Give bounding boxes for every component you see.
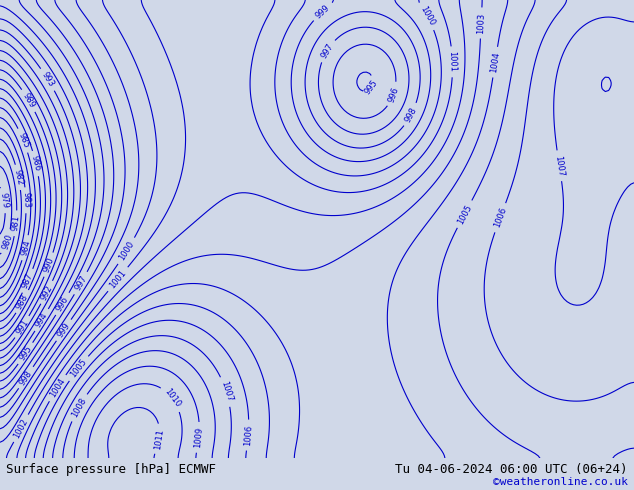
Text: 994: 994	[34, 311, 49, 329]
Text: 979: 979	[0, 192, 10, 209]
Text: 996: 996	[55, 295, 70, 313]
Text: 988: 988	[15, 293, 30, 311]
Text: 1010: 1010	[162, 387, 182, 409]
Text: 1003: 1003	[476, 12, 486, 34]
Text: 999: 999	[56, 321, 72, 339]
Text: 992: 992	[39, 283, 55, 301]
Text: 1005: 1005	[68, 357, 89, 379]
Text: 980: 980	[1, 233, 14, 251]
Text: 1005: 1005	[456, 203, 474, 225]
Text: 986: 986	[30, 155, 42, 172]
Text: 995: 995	[363, 78, 380, 97]
Text: 1006: 1006	[493, 206, 508, 229]
Text: 1009: 1009	[193, 427, 204, 448]
Text: 987: 987	[20, 272, 36, 290]
Text: 999: 999	[314, 3, 332, 20]
Text: 1000: 1000	[418, 5, 436, 27]
Text: 1004: 1004	[489, 51, 501, 73]
Text: 993: 993	[40, 71, 56, 89]
Text: 984: 984	[19, 239, 32, 257]
Text: 989: 989	[21, 92, 37, 110]
Text: Tu 04-06-2024 06:00 UTC (06+24): Tu 04-06-2024 06:00 UTC (06+24)	[395, 463, 628, 476]
Text: 1001: 1001	[108, 268, 128, 290]
Text: 1001: 1001	[448, 51, 457, 73]
Text: ©weatheronline.co.uk: ©weatheronline.co.uk	[493, 477, 628, 487]
Text: 981: 981	[11, 215, 22, 232]
Text: 1007: 1007	[219, 380, 234, 403]
Text: 998: 998	[403, 106, 418, 124]
Text: 1008: 1008	[70, 396, 88, 419]
Text: 998: 998	[18, 368, 34, 387]
Text: 1007: 1007	[553, 155, 566, 177]
Text: 995: 995	[17, 344, 34, 363]
Text: 1006: 1006	[243, 424, 254, 446]
Text: 991: 991	[14, 318, 30, 336]
Text: 985: 985	[16, 131, 30, 149]
Text: 1004: 1004	[48, 377, 67, 399]
Text: 1000: 1000	[117, 240, 136, 262]
Text: 997: 997	[319, 42, 335, 60]
Text: 982: 982	[13, 169, 24, 186]
Text: 997: 997	[73, 274, 89, 293]
Text: 1002: 1002	[12, 417, 30, 440]
Text: 990: 990	[42, 256, 56, 274]
Text: 996: 996	[387, 85, 400, 103]
Text: Surface pressure [hPa] ECMWF: Surface pressure [hPa] ECMWF	[6, 463, 216, 476]
Text: 1011: 1011	[153, 428, 165, 450]
Text: 983: 983	[21, 192, 30, 208]
